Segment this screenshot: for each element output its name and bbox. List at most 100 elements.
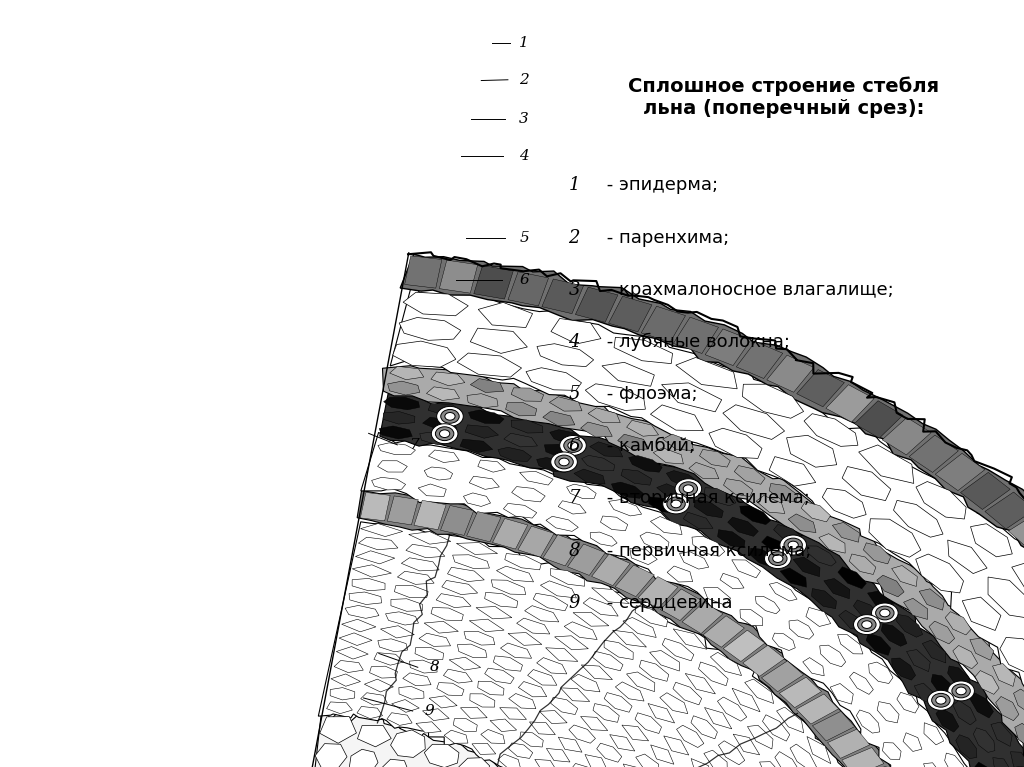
Polygon shape [585,755,607,767]
Polygon shape [699,449,730,467]
Polygon shape [457,542,498,555]
Polygon shape [623,617,656,637]
Polygon shape [494,656,522,671]
Polygon shape [600,516,628,531]
Circle shape [862,621,872,628]
Polygon shape [703,616,744,647]
Polygon shape [500,708,526,719]
Polygon shape [464,493,490,506]
Polygon shape [822,489,866,518]
Polygon shape [383,366,1024,767]
Polygon shape [995,696,1019,721]
Polygon shape [339,633,372,646]
Text: 1: 1 [519,36,529,50]
Polygon shape [762,536,791,555]
Polygon shape [409,532,451,544]
Polygon shape [691,716,718,739]
Circle shape [683,485,693,492]
Polygon shape [406,545,444,558]
Polygon shape [673,683,701,705]
Polygon shape [581,422,612,437]
Circle shape [568,442,579,449]
Polygon shape [854,400,903,438]
Polygon shape [920,589,944,611]
Polygon shape [590,532,617,546]
Polygon shape [331,674,360,686]
Polygon shape [424,744,459,767]
Polygon shape [467,393,498,408]
Polygon shape [420,432,452,445]
Polygon shape [602,362,654,387]
Polygon shape [988,577,1024,618]
Polygon shape [511,420,543,433]
Polygon shape [680,551,709,569]
Polygon shape [543,411,574,426]
Polygon shape [537,344,594,367]
Polygon shape [649,497,678,513]
Polygon shape [457,353,521,377]
Text: - крахмалоносное влагалище;: - крахмалоносное влагалище; [601,281,894,298]
Polygon shape [692,536,725,556]
Polygon shape [650,516,682,535]
Polygon shape [555,636,589,650]
Circle shape [932,693,950,707]
Text: 2: 2 [568,229,580,246]
Polygon shape [360,492,390,521]
Polygon shape [744,679,774,703]
Polygon shape [689,463,719,479]
Polygon shape [1011,752,1024,767]
Polygon shape [734,466,765,484]
Polygon shape [1012,561,1024,605]
Polygon shape [955,735,977,759]
Polygon shape [524,606,559,622]
Polygon shape [537,657,567,674]
Polygon shape [444,730,468,743]
Polygon shape [560,688,590,702]
Polygon shape [706,329,751,366]
Polygon shape [797,694,839,724]
Polygon shape [378,639,408,652]
Polygon shape [414,500,446,530]
Polygon shape [387,496,418,525]
Polygon shape [819,534,845,553]
Polygon shape [773,525,804,545]
Polygon shape [627,672,654,692]
Polygon shape [776,707,804,732]
Polygon shape [431,607,463,621]
Polygon shape [381,759,409,767]
Polygon shape [428,450,460,463]
Polygon shape [508,633,542,645]
Circle shape [551,452,578,472]
Polygon shape [573,612,609,626]
Polygon shape [638,577,678,608]
Polygon shape [719,741,744,765]
Polygon shape [383,412,415,424]
Polygon shape [682,602,723,634]
Polygon shape [378,443,416,455]
Text: 6: 6 [519,273,529,287]
Text: - паренхима;: - паренхима; [601,229,729,246]
Polygon shape [733,734,760,755]
Polygon shape [849,554,876,574]
Text: - сердцевина: - сердцевина [601,594,732,611]
Polygon shape [541,581,577,598]
Circle shape [769,551,787,565]
Polygon shape [812,711,855,741]
Polygon shape [597,743,622,762]
Polygon shape [648,703,675,723]
Text: - вторичная ксилема;: - вторичная ксилема; [601,489,810,507]
Polygon shape [550,430,585,445]
Text: 8: 8 [568,542,580,559]
Polygon shape [608,296,652,332]
Text: 4: 4 [519,149,529,163]
Polygon shape [830,683,853,704]
Polygon shape [779,677,821,708]
Polygon shape [853,600,881,622]
Polygon shape [772,633,796,650]
Polygon shape [929,621,954,644]
Polygon shape [667,471,698,488]
Polygon shape [856,710,880,733]
Polygon shape [963,597,1000,630]
Polygon shape [571,674,600,692]
Polygon shape [985,492,1024,529]
